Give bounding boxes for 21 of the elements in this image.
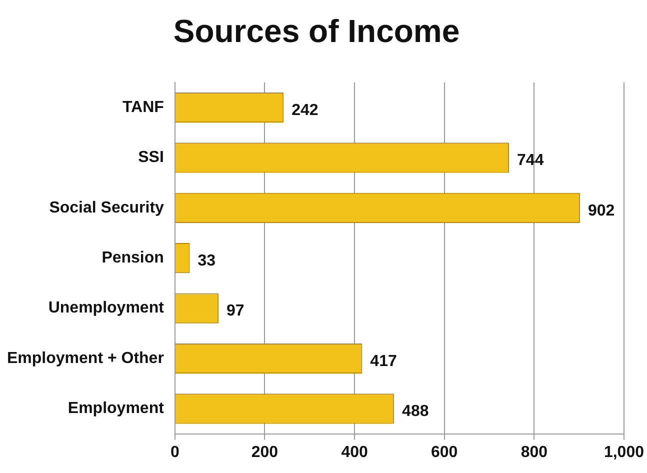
data-label: 242 <box>292 102 318 119</box>
x-tick-label: 800 <box>520 444 548 461</box>
x-tick-label: 1,000 <box>604 444 644 461</box>
chart-title: Sources of Income <box>173 13 460 50</box>
x-tick-label: 400 <box>341 444 368 461</box>
data-label: 33 <box>198 252 216 270</box>
x-tick-label: 200 <box>251 444 278 461</box>
data-label: 97 <box>226 302 244 320</box>
y-tick-label: Social Security <box>49 199 164 216</box>
data-label: 902 <box>588 202 615 220</box>
y-tick-label: Employment <box>68 400 165 418</box>
y-tick-label: Unemployment <box>48 300 165 317</box>
y-tick-label: TANF <box>122 98 164 116</box>
x-tick-label: 0 <box>170 444 180 461</box>
y-tick-label: Employment + Other <box>7 350 164 367</box>
data-label: 417 <box>370 352 397 370</box>
y-tick-label: Pension <box>102 250 164 267</box>
data-label: 488 <box>402 403 429 420</box>
y-tick-label: SSI <box>138 149 164 166</box>
data-label: 744 <box>517 152 544 170</box>
x-tick-label: 600 <box>431 444 458 461</box>
